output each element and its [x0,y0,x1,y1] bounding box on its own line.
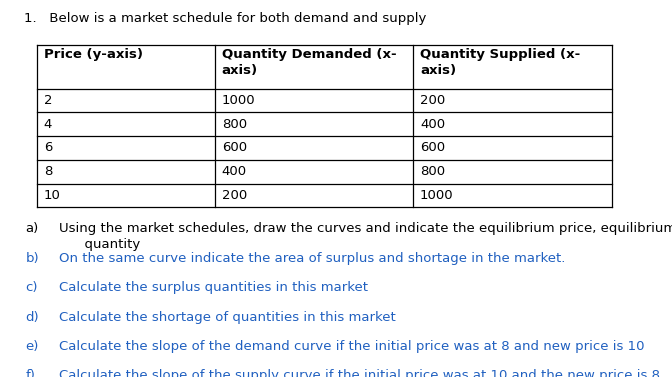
Text: f): f) [26,369,36,377]
Text: Calculate the slope of the demand curve if the initial price was at 8 and new pr: Calculate the slope of the demand curve … [59,340,644,353]
Text: 4: 4 [44,118,52,131]
Text: 10: 10 [44,189,60,202]
Text: Quantity Supplied (x-
axis): Quantity Supplied (x- axis) [420,48,580,77]
Text: Using the market schedules, draw the curves and indicate the equilibrium price, : Using the market schedules, draw the cur… [59,222,672,251]
Text: b): b) [26,252,39,265]
Text: 200: 200 [222,189,247,202]
Text: c): c) [26,281,38,294]
Text: 600: 600 [420,141,445,155]
Bar [37,45,612,207]
Text: 1.   Below is a market schedule for both demand and supply: 1. Below is a market schedule for both d… [24,12,426,25]
Text: 1000: 1000 [420,189,454,202]
Text: 6: 6 [44,141,52,155]
Text: 400: 400 [420,118,445,131]
Text: Price (y-axis): Price (y-axis) [44,48,142,61]
Text: 400: 400 [222,165,247,178]
Text: e): e) [26,340,39,353]
Text: 1000: 1000 [222,94,255,107]
Text: Calculate the surplus quantities in this market: Calculate the surplus quantities in this… [59,281,368,294]
Text: 8: 8 [44,165,52,178]
Text: On the same curve indicate the area of surplus and shortage in the market.: On the same curve indicate the area of s… [59,252,566,265]
Text: d): d) [26,311,39,323]
Text: 2: 2 [44,94,52,107]
Text: Quantity Demanded (x-
axis): Quantity Demanded (x- axis) [222,48,396,77]
Text: Calculate the shortage of quantities in this market: Calculate the shortage of quantities in … [59,311,396,323]
Text: 600: 600 [222,141,247,155]
Text: a): a) [26,222,39,235]
Text: 800: 800 [420,165,445,178]
Text: 800: 800 [222,118,247,131]
Text: Calculate the slope of the supply curve if the initial price was at 10 and the n: Calculate the slope of the supply curve … [59,369,660,377]
Text: 200: 200 [420,94,446,107]
